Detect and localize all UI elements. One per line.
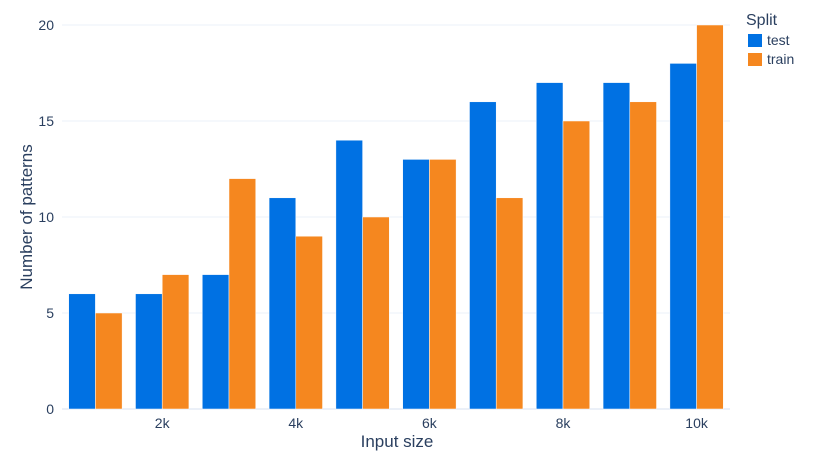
legend: Split test train	[746, 12, 794, 67]
bar-train-9000	[629, 101, 657, 410]
y-tick-label: 5	[46, 305, 54, 321]
bar-train-7000	[495, 197, 524, 410]
y-tick-label: 20	[38, 17, 54, 33]
x-tick-label: 4k	[288, 415, 304, 431]
bars	[68, 24, 724, 410]
bar-train-5000	[362, 216, 390, 410]
bar-train-1000	[95, 312, 123, 410]
y-tick-labels: 0 5 10 15 20	[38, 17, 54, 417]
x-tick-label: 6k	[422, 415, 438, 431]
x-tick-label: 2k	[155, 415, 171, 431]
bar-test-6000	[402, 159, 430, 410]
bar-test-10000	[669, 63, 697, 410]
bar-train-8000	[562, 120, 590, 410]
x-tick-label: 8k	[556, 415, 572, 431]
legend-title: Split	[746, 12, 778, 29]
y-tick-label: 10	[38, 209, 54, 225]
bar-train-2000	[161, 274, 190, 410]
x-axis-title: Input size	[361, 432, 434, 451]
bar-test-7000	[469, 101, 497, 410]
legend-label-train: train	[767, 51, 794, 67]
bar-train-6000	[429, 159, 457, 410]
bar-test-9000	[602, 82, 631, 410]
bar-train-3000	[228, 178, 256, 410]
y-tick-label: 0	[46, 401, 54, 417]
legend-label-test: test	[767, 32, 790, 48]
y-tick-label: 15	[38, 113, 54, 129]
y-axis-title: Number of patterns	[17, 144, 36, 290]
bar-test-2000	[135, 293, 163, 410]
bar-test-8000	[536, 82, 564, 410]
bar-test-4000	[268, 197, 297, 410]
legend-swatch-train	[748, 53, 762, 66]
x-tick-labels: 2k 4k 6k 8k 10k	[155, 415, 709, 431]
bar-test-1000	[68, 293, 96, 410]
x-tick-label: 10k	[685, 415, 709, 431]
bar-train-4000	[295, 235, 323, 410]
legend-items: test train	[748, 32, 794, 67]
bar-test-3000	[202, 274, 230, 410]
legend-swatch-test	[748, 34, 762, 47]
bar-train-10000	[696, 24, 724, 410]
bar-test-5000	[335, 139, 363, 410]
